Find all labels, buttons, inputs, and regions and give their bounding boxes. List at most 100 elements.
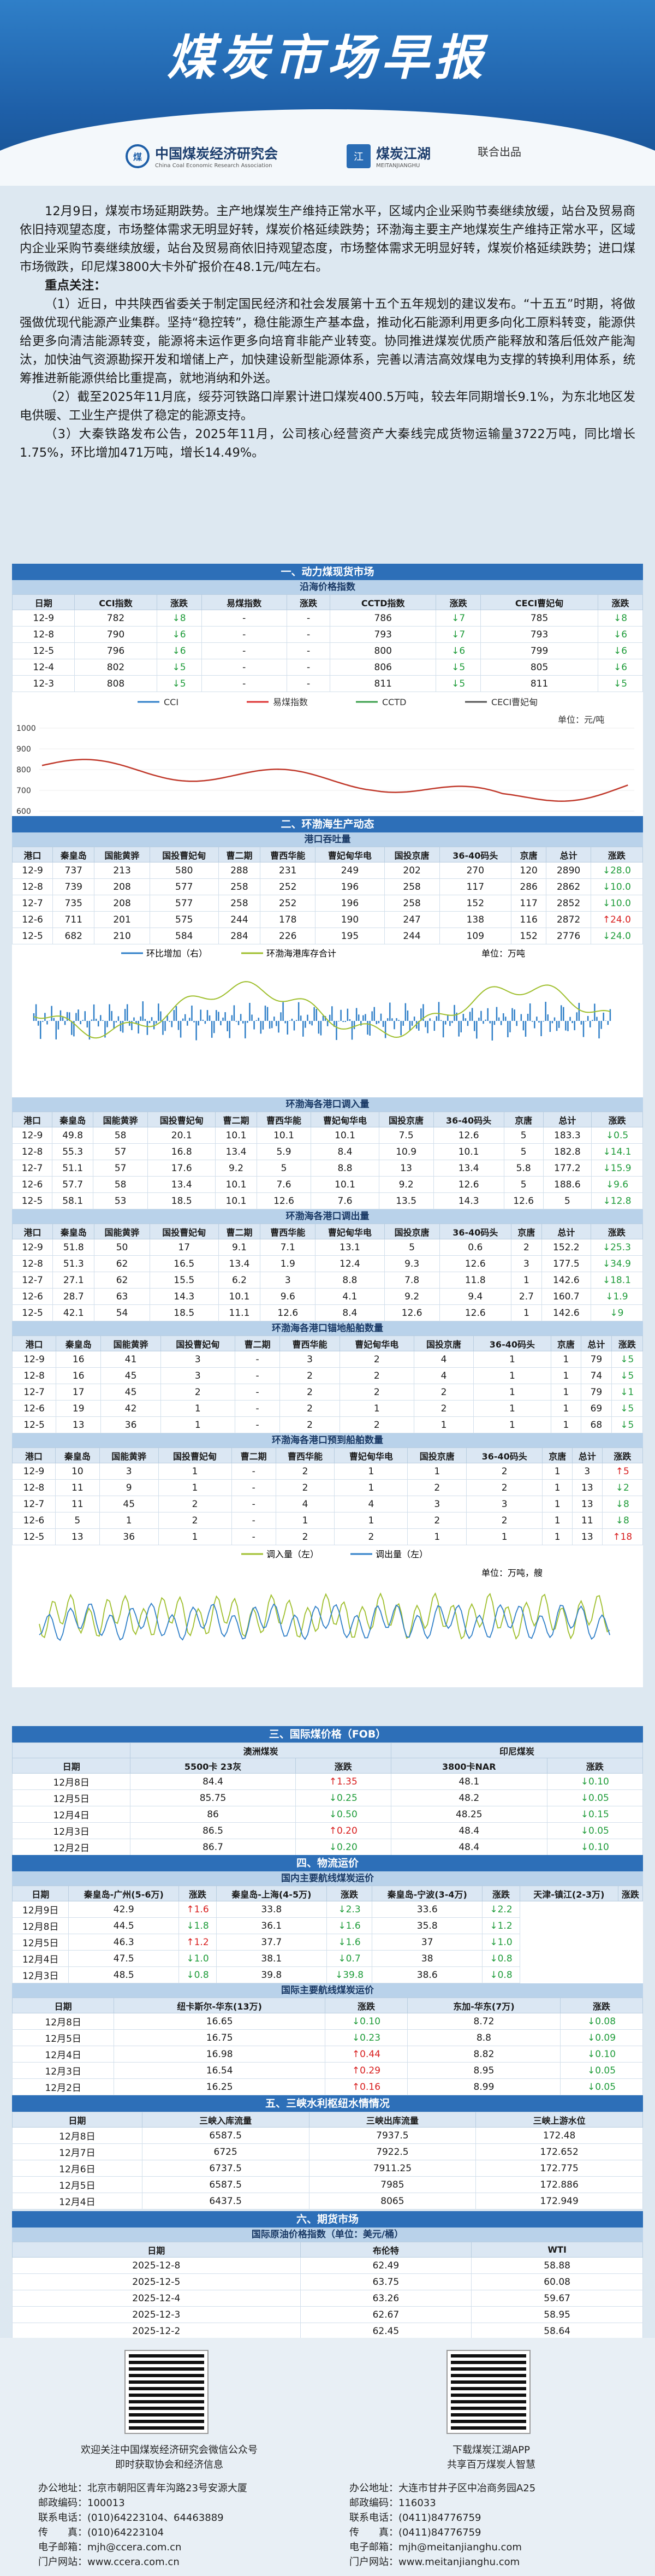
column-header: 涨跌	[326, 1886, 373, 1901]
table-cell: 10.1	[433, 1143, 504, 1160]
table-cell: 2	[160, 1384, 235, 1401]
table-cell: 258	[218, 895, 261, 912]
table-cell: ↓8	[598, 610, 643, 627]
legend-label: CECI曹妃甸	[491, 697, 538, 707]
table-cell: -	[286, 675, 331, 692]
table-cell: 12-8	[11, 1143, 53, 1160]
column-header: 国投京唐	[378, 1112, 434, 1127]
column-header: 国能黄骅	[93, 1112, 148, 1127]
table-row: 2025-12-8 62.49 58.88	[12, 2257, 643, 2274]
column-header: 三峡出库流量	[308, 2112, 477, 2128]
table-cell: 811	[480, 675, 599, 692]
table-cell: 3	[99, 1463, 159, 1480]
table-cell: 12-8	[11, 1255, 53, 1272]
y-tick-label: 700	[16, 787, 31, 795]
column-header: 涨跌	[590, 1224, 644, 1239]
table-cell: 10	[55, 1463, 100, 1480]
table-cell: 2	[407, 1479, 467, 1496]
table-cell: ↓9	[590, 1304, 644, 1321]
table-row: 12月3日 86.5 ↑0.20 48.4 ↓0.05	[11, 1822, 644, 1839]
table-cell: ↓10.0	[590, 895, 644, 912]
table-cell: ↓0.10	[325, 2013, 408, 2030]
qr-code-icon[interactable]	[124, 2350, 209, 2434]
table-cell: 12-7	[11, 1272, 53, 1289]
table-cell: 152	[510, 927, 547, 944]
table-cell: 8.95	[407, 2062, 561, 2079]
table-cell: 14.3	[433, 1192, 504, 1209]
table-cell: 7985	[308, 2176, 477, 2193]
table-cell: 258	[218, 878, 261, 895]
intro-p1: 12月9日，煤炭市场延期跌势。主产地煤炭生产维持正常水平，区域内企业采购节奏继续…	[20, 204, 635, 274]
table-cell: 12.6	[433, 1127, 504, 1144]
column-header: 涨跌	[325, 1998, 408, 2013]
table-cell: 12-5	[11, 1192, 53, 1209]
table-cell: 2	[339, 1351, 414, 1368]
org1-name: 中国煤炭经济研究会	[155, 146, 278, 162]
table-cell: ↓0.20	[295, 1839, 391, 1856]
table-cell: 2	[279, 1416, 340, 1433]
table-cell: ↓0.5	[591, 1127, 643, 1144]
column-header: 易煤指数	[201, 594, 287, 610]
table-cell: 172.949	[475, 2193, 643, 2209]
table-cell: 48.5	[68, 1966, 180, 1983]
column-header: 涨跌	[178, 1886, 217, 1901]
table-cell: 284	[218, 927, 261, 944]
table-cell: ↓39.8	[326, 1966, 373, 1983]
table-cell: 2852	[546, 895, 591, 912]
table-cell: 13	[572, 1528, 603, 1545]
column-header: 曹西华能	[260, 1224, 316, 1239]
column-header: 曹西华能	[275, 1447, 335, 1463]
table-cell: 36	[100, 1416, 161, 1433]
table-row: 12-8 16 45 3-2 2 4 1 1 74 ↓5	[11, 1367, 644, 1384]
column-header: 东加-华东(7万)	[407, 1998, 561, 2013]
anchor-ships-table: 港口 秦皇岛 国能黄骅 国投曹妃甸 曹二期 曹西华能 曹妃甸华电 国投京唐 36-40码头 京唐总…	[11, 1336, 644, 1433]
column-header: 国能黄骅	[99, 1447, 159, 1463]
table-cell: 785	[480, 610, 599, 627]
table-cell: 12-8	[11, 1367, 57, 1384]
table-cell: ↑0.20	[295, 1822, 391, 1839]
table-cell: ↑1.6	[178, 1901, 217, 1918]
table-row: 12-6 5 1 2-1 1 2 2 1 11 ↓8	[12, 1512, 644, 1529]
table-cell: 2	[510, 1239, 542, 1256]
table-cell: 2	[279, 1400, 340, 1417]
table-cell: 62.45	[300, 2323, 472, 2339]
table-cell: 45	[100, 1367, 161, 1384]
table-cell: 19	[56, 1400, 102, 1417]
table-cell: 49.8	[52, 1127, 94, 1144]
table-cell: ↓0.25	[295, 1789, 391, 1806]
table-cell: 1	[510, 1304, 542, 1321]
section-subtitle: 环渤海各港口预到船舶数量	[12, 1433, 643, 1447]
table-row: 12月9日 42.9 ↑1.6 33.8 ↓2.3 33.6 ↓2.2	[11, 1901, 643, 1918]
table-cell: 6437.5	[141, 2193, 309, 2209]
port-inflow-table: 港口 秦皇岛 国能黄骅 国投曹妃甸 曹二期 曹西华能 曹妃甸华电 国投京唐 36-40码头 京唐总…	[11, 1112, 643, 1209]
table-cell: 12-9	[11, 1239, 53, 1256]
table-cell: 11.8	[439, 1272, 511, 1289]
australia-header: 澳洲煤炭	[130, 1742, 391, 1758]
table-row: 2025-12-2 62.45 58.64	[12, 2323, 643, 2339]
table-cell: ↑1.35	[295, 1773, 391, 1790]
column-header: 日期	[11, 594, 75, 610]
table-cell: 57.7	[52, 1176, 94, 1193]
qr-code-icon[interactable]	[446, 2350, 531, 2434]
table-cell: 48.4	[390, 1839, 547, 1856]
table-cell: 45	[100, 1384, 161, 1401]
table-cell: 3	[466, 1496, 543, 1512]
column-header: 秦皇岛	[52, 1112, 94, 1127]
table-cell: 1	[550, 1400, 582, 1417]
table-cell: 58.1	[52, 1192, 94, 1209]
table-cell: 12月5日	[11, 1789, 131, 1806]
column-header: 3800卡NAR	[390, 1758, 547, 1774]
table-cell: 3	[160, 1351, 235, 1368]
table-cell: 231	[260, 862, 316, 879]
table-cell: 57	[93, 1160, 148, 1177]
table-cell: -	[234, 1351, 281, 1368]
table-cell: 45	[99, 1496, 159, 1512]
table-cell: ↓0.05	[546, 1789, 644, 1806]
column-header: 国投曹妃甸	[149, 1224, 219, 1239]
table-cell: 682	[52, 927, 95, 944]
table-cell: ↓1.6	[326, 1917, 373, 1934]
legend-label: CCTD	[382, 697, 406, 707]
table-cell: 2	[466, 1479, 543, 1496]
table-row: 2025-12-3 62.67 58.95	[12, 2306, 643, 2323]
table-cell: 2025-12-4	[12, 2290, 301, 2307]
